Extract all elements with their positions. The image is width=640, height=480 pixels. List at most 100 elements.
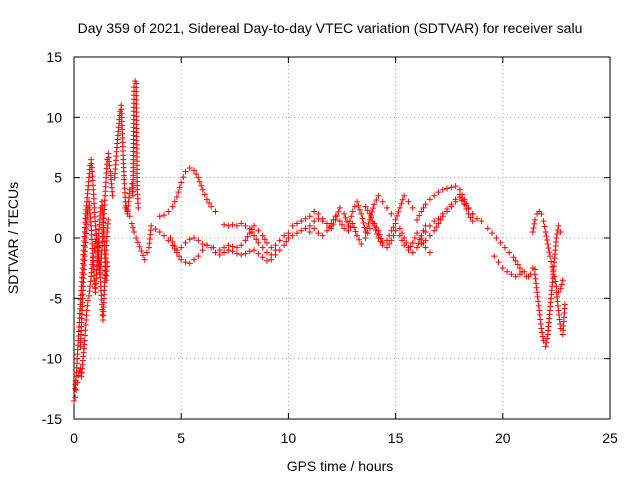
data-point xyxy=(557,320,564,327)
data-point xyxy=(474,215,481,222)
data-point xyxy=(171,243,178,250)
data-point xyxy=(182,168,189,175)
data-point xyxy=(229,221,236,228)
data-point xyxy=(368,214,375,221)
data-point xyxy=(242,237,249,244)
data-point xyxy=(191,256,198,263)
data-point xyxy=(542,228,549,235)
data-point xyxy=(557,285,564,292)
data-point xyxy=(354,198,361,205)
data-point xyxy=(203,196,210,203)
data-point xyxy=(499,265,506,272)
data-point xyxy=(268,244,275,251)
data-point xyxy=(268,251,275,258)
data-point xyxy=(553,289,560,296)
data-point xyxy=(171,198,178,205)
data-point xyxy=(176,184,183,191)
data-point xyxy=(216,247,223,254)
data-point xyxy=(448,184,455,191)
data-point xyxy=(251,247,258,254)
data-point xyxy=(422,244,429,251)
data-point xyxy=(84,297,91,304)
data-point xyxy=(555,302,562,309)
data-point xyxy=(84,302,91,309)
y-axis-label: SDTVAR / TECUs xyxy=(5,182,21,294)
data-point xyxy=(86,288,93,295)
data-point xyxy=(178,256,185,263)
data-point xyxy=(244,233,251,240)
data-point xyxy=(349,220,356,227)
data-point xyxy=(302,225,309,232)
data-point xyxy=(351,203,358,210)
x-tick-label: 20 xyxy=(495,430,511,446)
data-point xyxy=(302,215,309,222)
data-point xyxy=(396,204,403,211)
data-point xyxy=(422,228,429,235)
data-point xyxy=(358,241,365,248)
data-point xyxy=(384,244,391,251)
data-point xyxy=(126,213,133,220)
x-axis-label: GPS time / hours xyxy=(287,458,394,474)
data-point xyxy=(395,208,402,215)
data-point xyxy=(167,235,174,241)
data-point xyxy=(374,230,381,237)
data-point xyxy=(289,232,296,239)
data-point xyxy=(319,215,326,222)
data-point xyxy=(195,253,202,260)
data-point xyxy=(259,244,266,251)
data-point xyxy=(178,179,185,186)
data-point xyxy=(422,201,429,208)
x-tick-label: 25 xyxy=(602,430,618,446)
data-point xyxy=(384,204,391,211)
data-point xyxy=(133,235,140,241)
data-point xyxy=(109,192,116,199)
data-point xyxy=(396,225,403,232)
data-point xyxy=(366,225,373,232)
data-point xyxy=(371,222,378,229)
data-point xyxy=(533,280,540,287)
data-point xyxy=(401,235,408,241)
data-point xyxy=(375,192,382,199)
data-point xyxy=(319,232,326,239)
data-point xyxy=(332,213,339,220)
data-point xyxy=(384,237,391,244)
data-point xyxy=(535,302,542,309)
data-point xyxy=(555,307,562,314)
data-point xyxy=(409,249,416,256)
data-point xyxy=(439,186,446,193)
data-point xyxy=(401,192,408,199)
data-point xyxy=(306,222,313,229)
data-point xyxy=(336,218,343,225)
x-tick-label: 15 xyxy=(388,430,404,446)
data-point xyxy=(463,202,470,209)
data-point xyxy=(330,216,337,223)
data-point xyxy=(358,210,365,217)
data-point xyxy=(195,174,202,181)
data-point xyxy=(426,196,433,203)
y-tick-label: 0 xyxy=(54,230,62,246)
data-point xyxy=(405,198,412,205)
data-point xyxy=(281,242,288,249)
data-point xyxy=(414,216,421,223)
data-point xyxy=(531,271,538,278)
data-point xyxy=(558,281,565,288)
data-point xyxy=(323,227,330,234)
data-point xyxy=(561,301,568,308)
data-point xyxy=(352,228,359,235)
data-point xyxy=(221,221,228,228)
data-point xyxy=(87,278,94,285)
data-point xyxy=(546,253,553,260)
data-point xyxy=(375,227,382,234)
data-point xyxy=(426,232,433,239)
data-point xyxy=(143,249,150,256)
data-point xyxy=(431,218,438,225)
data-point xyxy=(199,241,206,248)
data-point xyxy=(335,208,342,215)
data-point xyxy=(131,228,138,235)
data-point xyxy=(354,232,361,239)
data-point xyxy=(186,236,193,243)
data-point xyxy=(491,253,498,260)
data-point xyxy=(489,230,496,237)
data-point xyxy=(448,201,455,208)
data-point xyxy=(362,235,369,241)
